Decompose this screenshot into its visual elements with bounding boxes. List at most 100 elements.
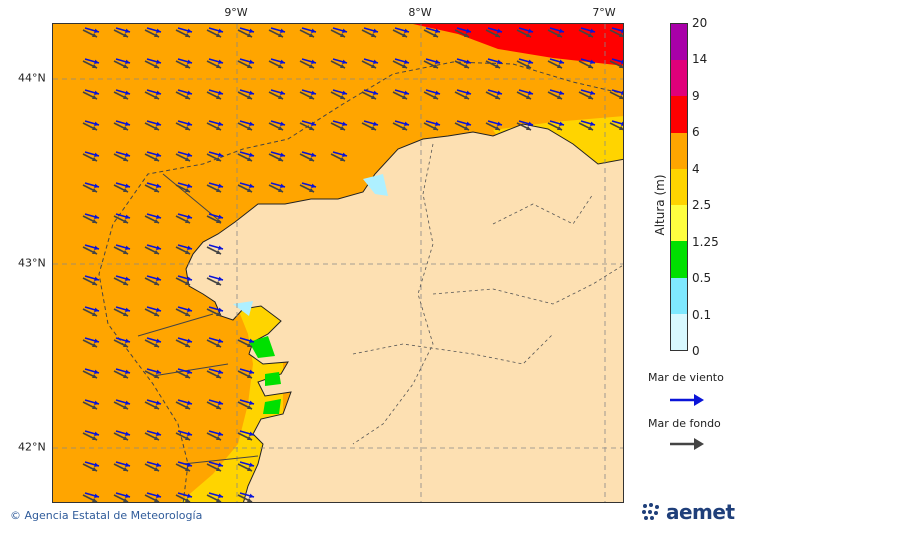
wave-arrowhead [218, 369, 223, 374]
wave-arrowhead [373, 59, 378, 64]
wave-arrowhead [247, 497, 252, 502]
wave-arrowhead [218, 462, 223, 467]
color-scale-tick: 14 [692, 52, 708, 67]
wave-arrowhead [92, 404, 97, 410]
wave-arrowhead [342, 90, 347, 95]
wave-arrowhead [495, 32, 500, 38]
color-scale-segment [671, 168, 687, 206]
wave-arrowhead [247, 404, 252, 410]
wave-arrowhead [621, 121, 623, 126]
wave-arrow [611, 89, 623, 94]
wave-arrowhead [619, 125, 623, 131]
wave-arrowhead [185, 373, 190, 379]
wave-arrowhead [94, 462, 99, 467]
wave-arrowhead [588, 94, 593, 100]
wave-arrowhead [92, 311, 97, 317]
wave-arrowhead [619, 32, 623, 38]
wave-arrowhead [464, 32, 469, 38]
wave-arrowhead [528, 90, 533, 95]
wave-arrowhead [373, 90, 378, 95]
wave-arrowhead [94, 276, 99, 281]
inlet-pontevedra [265, 372, 281, 386]
wave-arrowhead [156, 431, 161, 436]
wave-arrowhead [557, 125, 562, 131]
wave-arrowhead [216, 156, 221, 162]
wave-arrowhead [247, 435, 252, 441]
wave-direction-arrows [82, 27, 623, 502]
wave-arrowhead [249, 152, 254, 157]
wave-arrowhead [94, 400, 99, 405]
wave-arrowhead [311, 152, 316, 157]
wave-arrowhead [280, 59, 285, 64]
wave-arrowhead [590, 28, 595, 33]
wave-arrowhead [154, 218, 159, 224]
wave-arrowhead [187, 152, 192, 157]
wave-arrowhead [247, 125, 252, 131]
lon-label-7w: 7°W [592, 6, 616, 19]
wave-arrowhead [92, 342, 97, 348]
wave-arrowhead [185, 94, 190, 100]
wave-arrowhead [249, 369, 254, 374]
wave-arrowhead [559, 90, 564, 95]
color-scale-tick: 2.5 [692, 198, 712, 213]
wave-arrowhead [557, 32, 562, 38]
wave-arrowhead [94, 90, 99, 95]
wave-arrowhead [92, 497, 97, 502]
wave-arrowhead [125, 338, 130, 343]
wave-arrow [611, 58, 623, 63]
wave-arrowhead [154, 311, 159, 317]
wave-arrowhead [94, 307, 99, 312]
inlet-arousa [249, 336, 275, 358]
wave-arrowhead [156, 183, 161, 188]
wave-arrowhead [309, 63, 314, 69]
wave-arrowhead [466, 90, 471, 95]
wave-arrowhead [125, 183, 130, 188]
wave-arrowhead [249, 400, 254, 405]
wave-arrowhead [371, 63, 376, 69]
swell-arrow-icon [670, 438, 704, 450]
color-scale-segment [671, 132, 687, 169]
wave-arrowhead [247, 466, 252, 472]
wave-arrow [611, 27, 623, 32]
wave-arrowhead [185, 497, 190, 502]
wave-arrowhead [123, 373, 128, 379]
wave-arrowhead [125, 431, 130, 436]
wave-arrowhead [249, 28, 254, 33]
wave-arrowhead [123, 435, 128, 441]
wave-arrowhead [185, 466, 190, 472]
wave-arrowhead [187, 59, 192, 64]
wave-arrowhead [156, 307, 161, 312]
wave-arrowhead [466, 59, 471, 64]
wave-arrowhead [340, 94, 345, 100]
wave-arrowhead [466, 121, 471, 126]
wave-arrowhead [185, 280, 190, 286]
copyright-credit: © Agencia Estatal de Meteorología [10, 509, 203, 522]
inlet-vigo [263, 399, 281, 414]
wave-arrowhead [402, 94, 407, 100]
wave-arrowhead [154, 94, 159, 100]
wave-arrowhead [94, 59, 99, 64]
wave-arrowhead [309, 156, 314, 162]
wave-arrowhead [247, 32, 252, 38]
wave-arrowhead [218, 276, 223, 281]
wave-arrowhead [404, 90, 409, 95]
wave-arrowhead [185, 404, 190, 410]
aemet-logo-icon [642, 503, 659, 520]
wave-arrowhead [94, 369, 99, 374]
wave-arrowhead [402, 63, 407, 69]
wave-arrowhead [342, 121, 347, 126]
lon-label-9w: 9°W [224, 6, 248, 19]
wave-arrowhead [247, 63, 252, 69]
wave-arrowhead [373, 28, 378, 33]
wave-arrowhead [402, 125, 407, 131]
wave-arrowhead [247, 156, 252, 162]
wave-arrowhead [216, 466, 221, 472]
color-scale-segment [671, 241, 687, 278]
color-scale-segment [671, 313, 687, 350]
wave-arrowhead [125, 59, 130, 64]
wave-arrowhead [123, 94, 128, 100]
wave-arrowhead [218, 90, 223, 95]
wave-arrowhead [125, 493, 130, 498]
wave-arrowhead [94, 245, 99, 250]
wave-arrowhead [187, 400, 192, 405]
